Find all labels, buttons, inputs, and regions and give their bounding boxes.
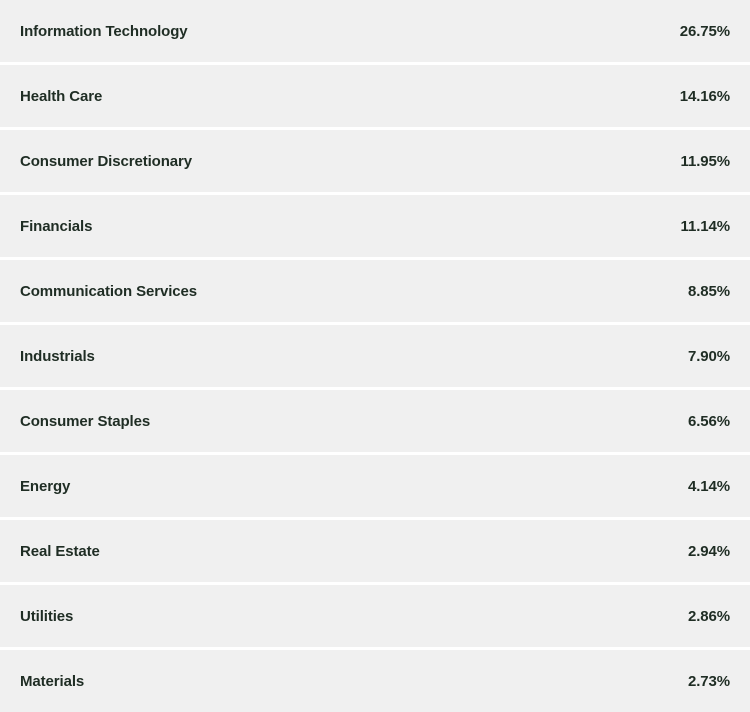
sector-name: Utilities [20, 607, 74, 625]
sector-name: Consumer Staples [20, 412, 151, 430]
sector-row: Industrials 7.90% [0, 325, 750, 387]
sector-row: Utilities 2.86% [0, 585, 750, 647]
sector-weight: 8.85% [687, 282, 730, 300]
sector-name: Communication Services [20, 282, 198, 300]
sector-weight: 4.14% [687, 477, 730, 495]
sector-row: Communication Services 8.85% [0, 260, 750, 322]
sector-row: Consumer Staples 6.56% [0, 390, 750, 452]
sector-weight: 26.75% [679, 22, 730, 40]
sector-name: Energy [20, 477, 71, 495]
sector-name: Information Technology [20, 22, 188, 40]
sector-name: Real Estate [20, 542, 100, 560]
sector-row: Consumer Discretionary 11.95% [0, 130, 750, 192]
sector-weight: 14.16% [679, 87, 730, 105]
sector-row: Real Estate 2.94% [0, 520, 750, 582]
sector-weight: 2.73% [687, 672, 730, 690]
sector-weight: 11.14% [680, 217, 731, 235]
sector-name: Consumer Discretionary [20, 152, 193, 170]
sector-row: Information Technology 26.75% [0, 0, 750, 62]
sector-weight: 2.86% [687, 607, 730, 625]
sector-name: Health Care [20, 87, 103, 105]
sector-name: Industrials [20, 347, 95, 365]
sector-weight: 6.56% [687, 412, 730, 430]
sector-row: Materials 2.73% [0, 650, 750, 712]
sector-weight: 2.94% [687, 542, 730, 560]
sector-weight: 11.95% [680, 152, 731, 170]
sector-row: Financials 11.14% [0, 195, 750, 257]
sector-name: Financials [20, 217, 93, 235]
sector-row: Energy 4.14% [0, 455, 750, 517]
sector-row: Health Care 14.16% [0, 65, 750, 127]
sector-name: Materials [20, 672, 85, 690]
sector-weight: 7.90% [687, 347, 730, 365]
